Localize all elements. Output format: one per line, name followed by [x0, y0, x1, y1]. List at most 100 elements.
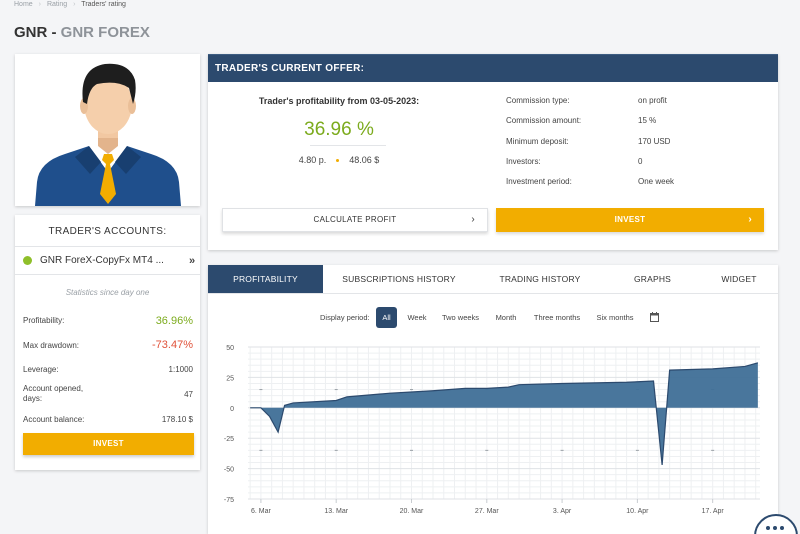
tab-graphs[interactable]: GRAPHS	[633, 274, 672, 284]
stats-tabs: PROFITABILITY SUBSCRIPTIONS HISTORY TRAD…	[208, 265, 778, 294]
stat-label: Max drawdown:	[23, 340, 80, 350]
tab-trading-history[interactable]: TRADING HISTORY	[499, 274, 581, 284]
businessman-avatar-icon	[35, 63, 181, 206]
period-all[interactable]: All	[376, 307, 397, 328]
stat-label: Account opened, days:	[23, 384, 84, 403]
stat-label: Account balance:	[23, 414, 85, 424]
x-tick-label: 6. Mar	[251, 508, 272, 515]
offer-param-row: Minimum deposit: 170 USD	[506, 137, 758, 157]
y-tick-label: 25	[226, 375, 234, 382]
profit-money: 48.06 $	[349, 155, 380, 165]
page-title-prefix: GNR -	[14, 24, 61, 41]
breadcrumb: Home › Rating › Traders' rating	[14, 0, 130, 10]
double-chevron-right-icon[interactable]: »	[188, 254, 196, 267]
offer-param-label: Investment period:	[506, 177, 572, 187]
y-tick-label: 0	[230, 406, 234, 413]
offer-param-row: Commission type: on profit	[506, 96, 758, 116]
invest-button[interactable]: INVEST ›	[496, 208, 764, 232]
offer-param-label: Investors:	[506, 156, 541, 166]
y-tick-label: -25	[224, 436, 234, 443]
breadcrumb-current: Traders' rating	[81, 1, 126, 8]
offer-param-label: Commission type:	[506, 96, 570, 105]
offer-param-row: Commission amount: 15 %	[506, 116, 758, 136]
offer-param-value: on profit	[638, 96, 667, 105]
chat-dot-icon	[766, 526, 770, 530]
stat-label: Profitability:	[23, 316, 65, 325]
stat-row: Max drawdown: -73.47%	[15, 333, 200, 357]
x-tick-label: 3. Apr	[553, 508, 572, 515]
chat-dot-icon	[780, 526, 784, 530]
profitability-area	[250, 362, 758, 465]
offer-param-value: 170 USD	[638, 136, 671, 146]
stat-value: 1:1000	[168, 364, 193, 374]
display-period-selector: Display period: All Week Two weeks Month…	[208, 307, 778, 328]
period-two-weeks[interactable]: Two weeks	[441, 313, 480, 322]
stats-since-label: Statistics since day one	[65, 288, 150, 297]
y-tick-label: 50	[226, 345, 234, 352]
account-name: GNR ForeX-CopyFx MT4 ...	[40, 255, 164, 266]
accounts-title: TRADER'S ACCOUNTS:	[15, 215, 200, 247]
offer-param-row: Investment period: One week	[506, 177, 758, 197]
offer-header: TRADER'S CURRENT OFFER:	[208, 54, 778, 82]
divider	[310, 145, 386, 146]
tab-subscriptions-history[interactable]: SUBSCRIPTIONS HISTORY	[342, 274, 456, 284]
y-tick-label: -75	[224, 497, 234, 504]
stat-value: 36.96%	[155, 314, 193, 327]
tab-widget[interactable]: WIDGET	[721, 274, 757, 284]
page-title-name: GNR FOREX	[60, 24, 150, 41]
account-selector[interactable]: GNR ForeX-CopyFx MT4 ... »	[15, 247, 200, 275]
profit-points: 4.80 p.	[298, 155, 327, 165]
stat-label: Leverage:	[23, 364, 59, 374]
tab-profitability[interactable]: PROFITABILITY	[208, 265, 323, 293]
profitability-chart: 50 25 0 -25 -50 -75 6. Mar 13. Mar 20. Mar 27. Ma…	[224, 345, 760, 515]
display-period-label: Display period:	[320, 313, 370, 322]
y-tick-label: -50	[224, 467, 234, 474]
chevron-right-icon: ›	[748, 214, 752, 225]
invest-label: INVEST	[614, 215, 646, 224]
current-offer-panel: TRADER'S CURRENT OFFER: Trader's profita…	[208, 54, 778, 250]
trader-avatar	[15, 54, 200, 206]
x-tick-label: 10. Apr	[626, 508, 649, 515]
period-three-months[interactable]: Three months	[533, 313, 581, 322]
stat-row: Account balance: 178.10 $	[15, 407, 200, 431]
stat-value: 178.10 $	[161, 414, 193, 424]
profitability-title: Trader's profitability from 03-05-2023:	[258, 96, 420, 106]
breadcrumb-separator: ›	[73, 1, 76, 8]
offer-param-value: 0	[638, 156, 643, 166]
offer-parameters: Commission type: on profit Commission amou…	[506, 96, 758, 197]
x-tick-label: 20. Mar	[400, 508, 424, 515]
stat-value: -73.47%	[152, 339, 193, 351]
page-title: GNR - GNR FOREX	[14, 24, 150, 41]
breadcrumb-separator: ›	[38, 1, 41, 8]
offer-param-value: 15 %	[638, 116, 657, 126]
calculate-profit-button[interactable]: CALCULATE PROFIT ›	[222, 208, 488, 232]
account-stats: Profitability: 36.96% Max drawdown: -73.47%…	[15, 308, 200, 431]
separator-dot-icon	[336, 159, 340, 163]
offer-param-label: Minimum deposit:	[506, 136, 569, 146]
period-week[interactable]: Week	[407, 313, 427, 322]
period-month[interactable]: Month	[495, 313, 517, 322]
offer-param-label: Commission amount:	[506, 116, 582, 126]
offer-param-row: Investors: 0	[506, 157, 758, 177]
statistics-panel: PROFITABILITY SUBSCRIPTIONS HISTORY TRAD…	[208, 265, 778, 534]
account-invest-button[interactable]: INVEST	[23, 433, 194, 455]
offer-param-value: One week	[638, 177, 675, 187]
breadcrumb-rating[interactable]: Rating	[46, 1, 68, 8]
chevron-right-icon: ›	[471, 214, 475, 225]
breadcrumb-home[interactable]: Home	[14, 1, 33, 8]
stat-row: Leverage: 1:1000	[15, 357, 200, 381]
profitability-line	[250, 362, 759, 466]
profitability-value: 36.96 %	[304, 119, 374, 140]
x-tick-label: 27. Mar	[475, 508, 499, 515]
calculate-profit-label: CALCULATE PROFIT	[313, 215, 397, 224]
chat-dot-icon	[773, 526, 777, 530]
period-six-months[interactable]: Six months	[596, 313, 634, 322]
traders-accounts-panel: TRADER'S ACCOUNTS: GNR ForeX-CopyFx MT4 …	[15, 215, 200, 470]
stat-value: 47	[184, 389, 193, 399]
stat-row: Account opened, days: 47	[15, 381, 200, 407]
x-tick-label: 13. Mar	[324, 508, 348, 515]
calendar-icon[interactable]	[650, 312, 659, 322]
status-dot-icon	[23, 256, 32, 265]
stat-row: Profitability: 36.96%	[15, 308, 200, 333]
profitability-details: 4.80 p. 48.06 $	[208, 155, 470, 165]
